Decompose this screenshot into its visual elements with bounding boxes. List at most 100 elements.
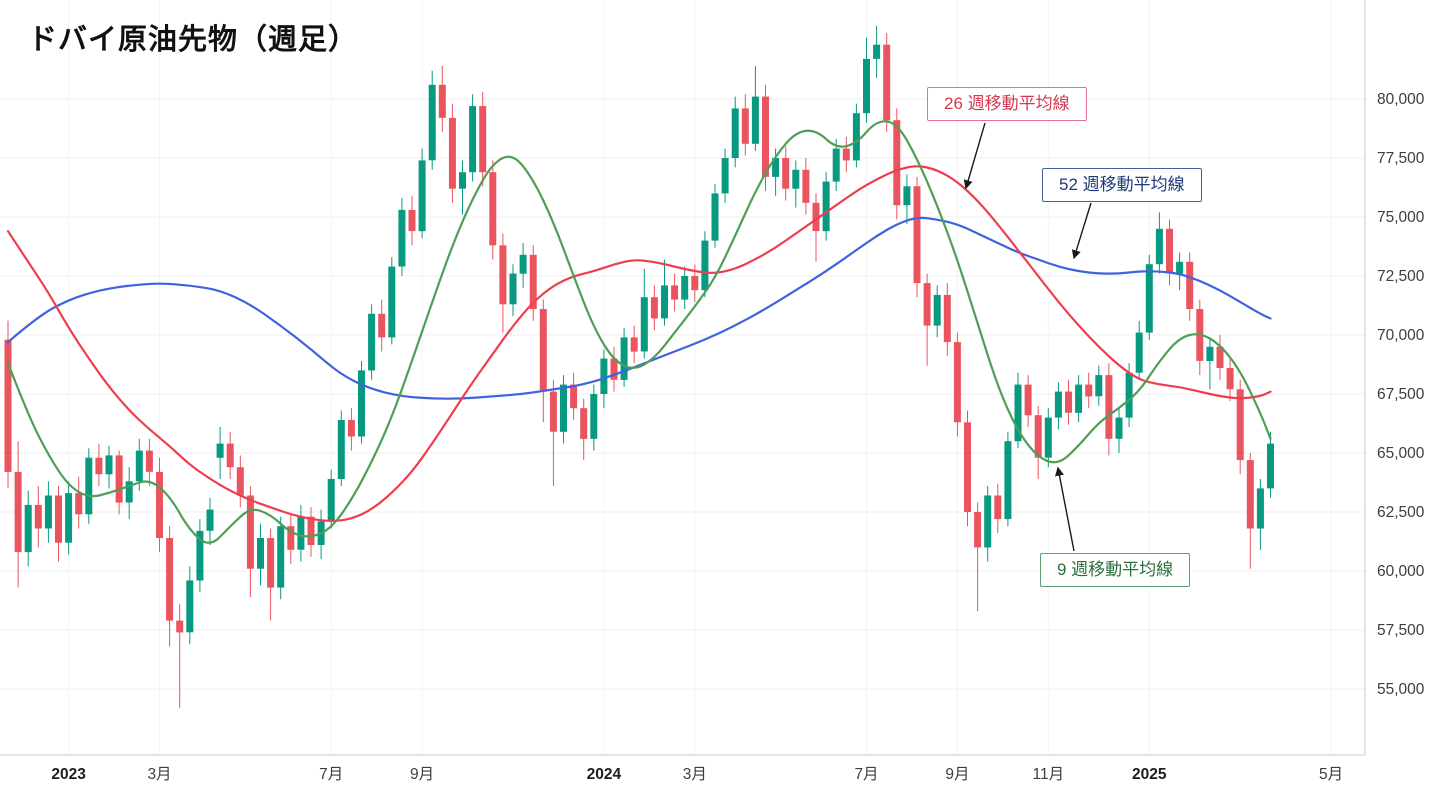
candle-down [630,337,638,352]
y-axis-label: 60,000 [1377,563,1425,580]
candle-down [55,495,62,543]
ma26-annotation-text: 26 週移動平均線 [944,94,1070,113]
candle-down [499,245,507,305]
candle-down [974,512,982,548]
candle-up [590,394,598,439]
gridlines [0,0,1365,755]
candle-up [661,285,668,319]
candlestick-series [4,25,1274,708]
candle-down [671,285,679,300]
ma9-annotation[interactable]: 9 週移動平均線 [1040,553,1191,587]
candle-down [1226,368,1234,390]
candle-up [1115,417,1123,439]
ma26-line [6,165,1272,522]
candle-down [1246,460,1254,529]
candle-up [418,160,426,232]
candle-down [994,495,1002,520]
candle-down [1085,384,1093,397]
candle-up [368,313,376,371]
candle-down [549,391,557,432]
y-axis-label: 62,500 [1377,504,1425,521]
candle-down [14,471,22,553]
candle-up [903,186,911,206]
x-axis-label: 7月 [319,766,343,783]
candle-up [1095,375,1103,397]
candle-up [459,172,466,189]
candle-up [1206,346,1214,361]
candle-up [731,108,739,158]
candle-down [1166,228,1173,274]
candle-down [893,120,901,206]
candle-up [1004,441,1012,520]
candle-up [327,479,335,522]
candle-up [1075,384,1083,413]
candle-up [863,58,870,114]
candle-up [65,493,73,543]
candle-up [206,509,214,531]
y-axis-label: 55,000 [1377,681,1425,698]
candle-up [751,96,759,144]
candle-down [1065,391,1072,413]
candle-down [802,169,810,203]
candle-up [469,106,477,173]
candle-up [873,44,881,59]
candle-down [762,96,769,177]
x-axis-label: 7月 [854,766,878,783]
y-axis-label: 72,500 [1377,268,1425,285]
candle-down [95,457,103,475]
candle-down [4,339,12,472]
x-axis-labels: 2023 3月 7月 9月 2024 3月 7月 9月 11月 2025 5月 [51,766,1343,783]
candle-up [832,148,840,182]
candle-up [1176,261,1184,274]
candle-up [196,530,204,581]
candle-down [883,44,891,121]
candle-down [1186,261,1194,309]
candle-up [85,457,93,515]
candle-down [529,254,537,310]
candle-up [216,443,224,458]
x-axis-label: 2025 [1132,766,1167,783]
candle-up [640,297,648,352]
candle-up [135,450,143,482]
candle-up [560,384,567,432]
candle-up [1125,372,1133,418]
ma52-annotation[interactable]: 52 週移動平均線 [1042,168,1202,202]
candle-down [570,384,578,409]
candle-up [257,538,264,569]
candle-down [610,358,618,380]
ma9-arrow [1054,466,1075,552]
ma26-annotation[interactable]: 26 週移動平均線 [927,87,1087,121]
candle-down [479,106,487,173]
candle-down [943,294,951,343]
candle-down [448,117,456,189]
candle-up [600,358,608,394]
candle-up [772,158,780,177]
candle-down [307,516,315,545]
candle-up [721,158,729,194]
ma9-annotation-text: 9 週移動平均線 [1057,560,1174,579]
candle-down [489,172,497,246]
candle-up [1014,384,1022,442]
y-axis-label: 70,000 [1377,327,1425,344]
candle-up [44,495,52,529]
candle-up [1155,228,1163,265]
candle-up [388,266,396,338]
candle-down [75,493,83,515]
candle-down [236,467,244,496]
candle-down [953,342,961,423]
candle-up [337,420,345,479]
candle-down [964,422,971,512]
ma26-arrow [963,122,986,190]
candle-up [297,516,305,550]
x-axis-label: 11月 [1033,766,1065,783]
y-axis-label: 80,000 [1377,91,1425,108]
candle-up [792,169,800,189]
candle-up [186,580,194,633]
candle-down [267,538,275,588]
candle-down [741,108,749,144]
candle-down [782,158,790,189]
candle-down [1236,389,1244,461]
candle-down [691,276,699,291]
